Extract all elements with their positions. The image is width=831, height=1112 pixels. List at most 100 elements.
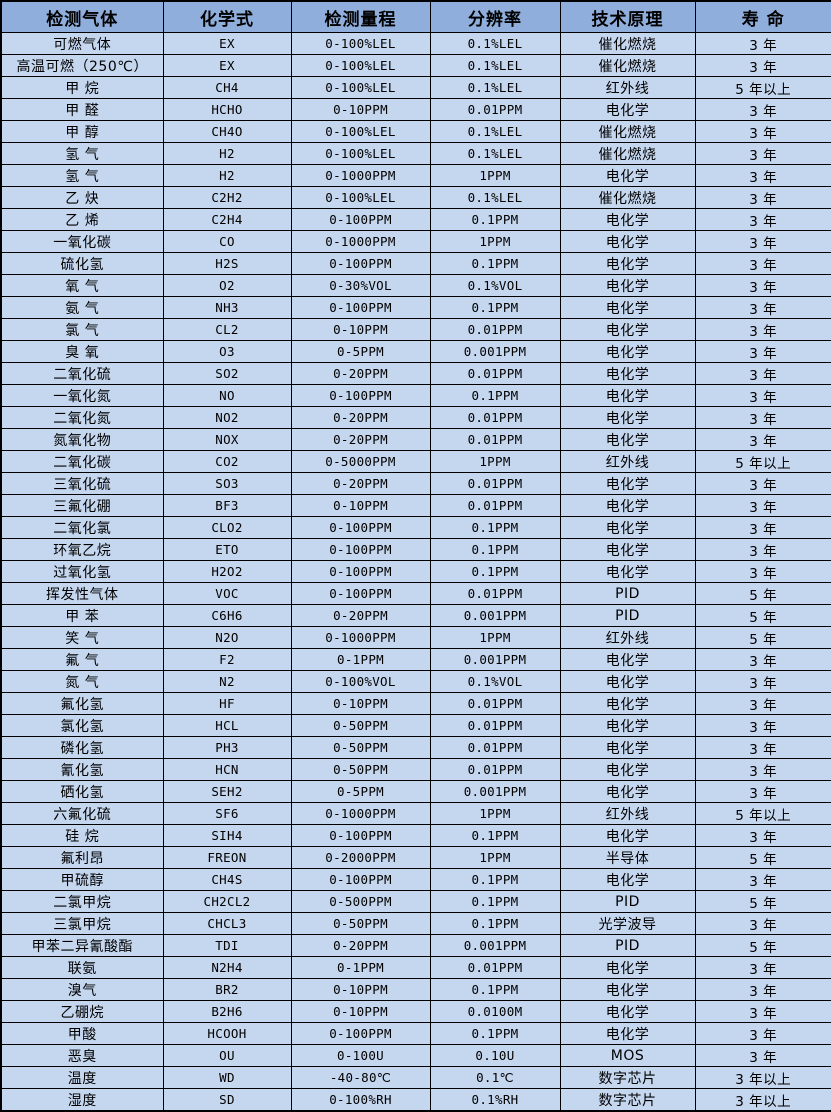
table-row: 乙 烯 C2H4 0-100PPM 0.1PPM 电化学 3 年 (0, 208, 831, 231)
cell-tech: PID (559, 604, 696, 627)
cell-life: 3 年 (694, 318, 831, 341)
cell-life: 3 年 (694, 1022, 831, 1045)
cell-formula: EX (162, 54, 292, 77)
cell-life: 3 年 (694, 296, 831, 319)
cell-gas: 高温可燃（250℃） (0, 54, 164, 77)
table-row: 氧 气 O2 0-30%VOL 0.1%VOL 电化学 3 年 (0, 274, 831, 297)
cell-gas: 温度 (0, 1066, 164, 1089)
cell-formula: NO2 (162, 406, 292, 429)
cell-tech: 电化学 (559, 274, 696, 297)
table-row: 氟化氢 HF 0-10PPM 0.01PPM 电化学 3 年 (0, 692, 831, 715)
cell-formula: B2H6 (162, 1000, 292, 1023)
cell-gas: 湿度 (0, 1088, 164, 1112)
cell-formula: N2H4 (162, 956, 292, 979)
cell-life: 3 年 (694, 252, 831, 275)
table-row: 笑 气 N2O 0-1000PPM 1PPM 红外线 5 年 (0, 626, 831, 649)
cell-gas: 溴气 (0, 978, 164, 1001)
table-row: 二氧化氮 NO2 0-20PPM 0.01PPM 电化学 3 年 (0, 406, 831, 429)
cell-res: 0.01PPM (429, 362, 561, 385)
cell-formula: HF (162, 692, 292, 715)
cell-tech: 电化学 (559, 98, 696, 121)
cell-life: 3 年 (694, 758, 831, 781)
cell-gas: 乙 炔 (0, 186, 164, 209)
cell-tech: 红外线 (559, 626, 696, 649)
cell-formula: SD (162, 1088, 292, 1112)
cell-res: 0.1PPM (429, 1022, 561, 1045)
cell-res: 0.1PPM (429, 516, 561, 539)
cell-range: 0-30%VOL (290, 274, 431, 297)
table-row: 氢 气 H2 0-1000PPM 1PPM 电化学 3 年 (0, 164, 831, 187)
cell-tech: 电化学 (559, 868, 696, 891)
cell-gas: 氨 气 (0, 296, 164, 319)
cell-formula: TDI (162, 934, 292, 957)
column-header-range: 检测量程 (290, 0, 431, 33)
cell-res: 0.01PPM (429, 692, 561, 715)
cell-res: 0.01PPM (429, 406, 561, 429)
cell-formula: CO (162, 230, 292, 253)
cell-res: 0.001PPM (429, 934, 561, 957)
cell-range: 0-10PPM (290, 978, 431, 1001)
cell-formula: NH3 (162, 296, 292, 319)
table-row: 一氧化氮 NO 0-100PPM 0.1PPM 电化学 3 年 (0, 384, 831, 407)
cell-range: 0-100PPM (290, 560, 431, 583)
cell-res: 0.1%LEL (429, 120, 561, 143)
table-row: 二氧化碳 CO2 0-5000PPM 1PPM 红外线 5 年以上 (0, 450, 831, 473)
cell-formula: SO2 (162, 362, 292, 385)
cell-res: 0.1PPM (429, 208, 561, 231)
table-row: 氰化氢 HCN 0-50PPM 0.01PPM 电化学 3 年 (0, 758, 831, 781)
cell-range: 0-20PPM (290, 428, 431, 451)
cell-life: 3 年 (694, 54, 831, 77)
cell-tech: 半导体 (559, 846, 696, 869)
cell-formula: CHCL3 (162, 912, 292, 935)
cell-range: 0-100PPM (290, 582, 431, 605)
cell-range: 0-100U (290, 1044, 431, 1067)
table-row: 磷化氢 PH3 0-50PPM 0.01PPM 电化学 3 年 (0, 736, 831, 759)
cell-range: 0-100PPM (290, 1022, 431, 1045)
cell-formula: WD (162, 1066, 292, 1089)
cell-res: 0.1PPM (429, 296, 561, 319)
cell-range: 0-5000PPM (290, 450, 431, 473)
cell-gas: 过氧化氢 (0, 560, 164, 583)
cell-formula: HCL (162, 714, 292, 737)
cell-formula: BF3 (162, 494, 292, 517)
cell-range: 0-100%LEL (290, 186, 431, 209)
cell-formula: CH4S (162, 868, 292, 891)
cell-life: 3 年 (694, 406, 831, 429)
cell-tech: PID (559, 582, 696, 605)
cell-formula: CH4 (162, 76, 292, 99)
cell-res: 0.1%LEL (429, 76, 561, 99)
cell-range: 0-50PPM (290, 736, 431, 759)
cell-res: 0.001PPM (429, 780, 561, 803)
cell-life: 5 年以上 (694, 76, 831, 99)
cell-res: 1PPM (429, 450, 561, 473)
table-row: 三氯甲烷 CHCL3 0-50PPM 0.1PPM 光学波导 3 年 (0, 912, 831, 935)
cell-gas: 可燃气体 (0, 32, 164, 55)
cell-life: 3 年 (694, 472, 831, 495)
cell-life: 3 年 (694, 186, 831, 209)
table-row: 二氧化硫 SO2 0-20PPM 0.01PPM 电化学 3 年 (0, 362, 831, 385)
cell-formula: O3 (162, 340, 292, 363)
cell-tech: 电化学 (559, 692, 696, 715)
cell-res: 0.001PPM (429, 604, 561, 627)
cell-life: 3 年 (694, 1000, 831, 1023)
table-row: 乙硼烷 B2H6 0-10PPM 0.0100M 电化学 3 年 (0, 1000, 831, 1023)
cell-range: 0-20PPM (290, 934, 431, 957)
cell-gas: 氟化氢 (0, 692, 164, 715)
cell-tech: 电化学 (559, 648, 696, 671)
cell-tech: 电化学 (559, 384, 696, 407)
column-header-formula: 化学式 (162, 0, 292, 33)
cell-gas: 二氧化氯 (0, 516, 164, 539)
cell-res: 0.0100M (429, 1000, 561, 1023)
cell-gas: 氮 气 (0, 670, 164, 693)
cell-gas: 三氟化硼 (0, 494, 164, 517)
cell-tech: 催化燃烧 (559, 120, 696, 143)
cell-gas: 挥发性气体 (0, 582, 164, 605)
cell-life: 3 年 (694, 142, 831, 165)
table-row: 二氧化氯 CLO2 0-100PPM 0.1PPM 电化学 3 年 (0, 516, 831, 539)
cell-formula: SO3 (162, 472, 292, 495)
cell-res: 0.1℃ (429, 1066, 561, 1089)
cell-res: 0.01PPM (429, 714, 561, 737)
cell-formula: OU (162, 1044, 292, 1067)
cell-res: 0.1PPM (429, 978, 561, 1001)
